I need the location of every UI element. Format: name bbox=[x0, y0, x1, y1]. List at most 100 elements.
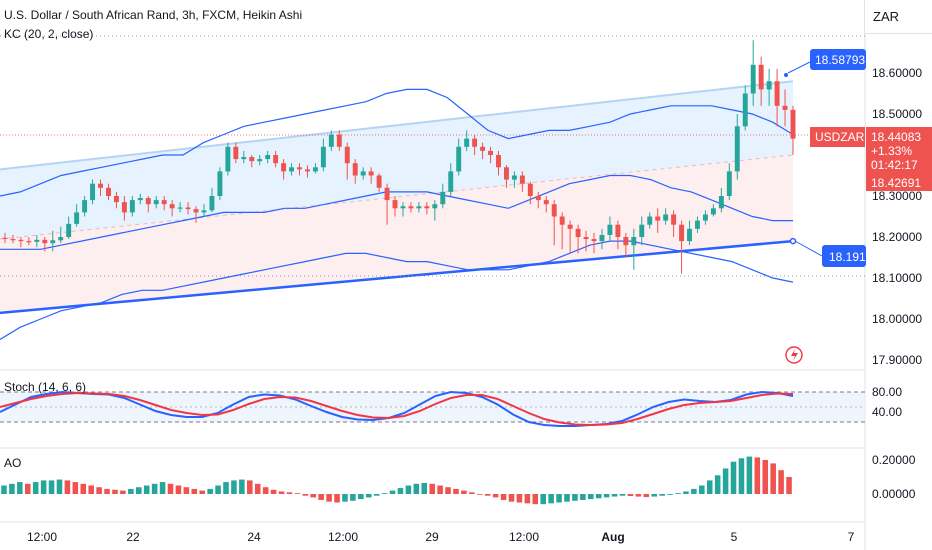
candle-body bbox=[304, 169, 310, 172]
chart-title: U.S. Dollar / South African Rand, 3h, FX… bbox=[4, 8, 303, 22]
ao-bar bbox=[738, 458, 745, 494]
candle-body bbox=[535, 196, 541, 201]
ao-bar bbox=[32, 482, 39, 494]
ao-bar bbox=[429, 483, 435, 494]
ao-bar bbox=[247, 480, 253, 494]
symbol-tag-bg bbox=[810, 127, 865, 147]
candle-body bbox=[408, 206, 414, 209]
candle-body bbox=[710, 208, 716, 215]
upper-tag-bg bbox=[810, 49, 866, 70]
candle-body bbox=[671, 214, 677, 225]
stoch-k-line bbox=[0, 390, 794, 427]
ao-bar bbox=[580, 494, 586, 500]
ao-indicator-label[interactable]: AO bbox=[4, 456, 22, 470]
candle-body bbox=[511, 175, 517, 180]
candle-body bbox=[575, 228, 581, 237]
ao-bar bbox=[389, 490, 396, 494]
last-price: 18.44083 bbox=[871, 130, 921, 144]
ao-bar bbox=[350, 494, 356, 501]
ao-bar bbox=[17, 482, 23, 494]
ao-bar bbox=[96, 487, 102, 494]
candle-body bbox=[42, 239, 48, 244]
candle-body bbox=[344, 146, 350, 164]
candle-body bbox=[639, 224, 645, 237]
price-axis-label: 18.00000 bbox=[872, 312, 922, 326]
candle-body bbox=[312, 167, 318, 172]
ao-bar bbox=[159, 482, 166, 494]
candle-body bbox=[257, 159, 263, 162]
candle-body bbox=[456, 146, 462, 172]
ao-bar bbox=[56, 479, 63, 494]
lightning-icon bbox=[785, 346, 803, 364]
ao-bar bbox=[476, 494, 483, 495]
candle-body bbox=[273, 155, 279, 164]
ao-bar bbox=[564, 494, 570, 502]
ao-bar bbox=[508, 494, 515, 502]
symbol-tag: USDZAR bbox=[815, 130, 865, 144]
kc-indicator-label[interactable]: KC (20, 2, close) bbox=[4, 27, 94, 41]
candle-body bbox=[695, 220, 700, 229]
candle-body bbox=[543, 200, 549, 205]
ao-bar bbox=[524, 494, 531, 504]
candle-body bbox=[50, 240, 56, 244]
lightning-icon-bolt bbox=[791, 349, 798, 361]
last-price-tag-bg bbox=[866, 127, 932, 191]
candle-body bbox=[750, 64, 756, 94]
ao-bar bbox=[484, 494, 491, 496]
trend-line-tag: 18.191 bbox=[829, 250, 866, 264]
time-axis-label: 12:00 bbox=[27, 530, 57, 544]
candle-body bbox=[440, 191, 446, 205]
ao-bar bbox=[175, 485, 182, 494]
ao-bar bbox=[167, 483, 174, 494]
ao-bar bbox=[675, 493, 681, 494]
candle-body bbox=[177, 207, 183, 209]
ao-bar bbox=[786, 477, 792, 494]
upper-tag-dot bbox=[784, 73, 788, 77]
time-axis-label: 12:00 bbox=[509, 530, 539, 544]
ao-bar bbox=[413, 483, 420, 494]
candle-body bbox=[392, 200, 398, 209]
ao-bar bbox=[9, 483, 15, 494]
ao-bar bbox=[342, 494, 348, 502]
candle-body bbox=[599, 234, 605, 242]
lower-tag-bg bbox=[822, 245, 866, 267]
candle-body bbox=[448, 171, 454, 192]
ao-bar bbox=[659, 494, 665, 496]
ao-bar bbox=[373, 494, 380, 496]
lower-tag-connector bbox=[794, 240, 823, 257]
ao-bar bbox=[302, 494, 309, 496]
candle-body bbox=[702, 214, 708, 221]
ao-bar bbox=[588, 494, 594, 500]
ao-bar bbox=[1, 485, 7, 494]
ao-bar bbox=[207, 488, 213, 494]
ao-bar bbox=[667, 494, 673, 495]
candle-body bbox=[58, 237, 64, 241]
ao-bar bbox=[294, 493, 301, 494]
candle-body bbox=[551, 204, 557, 217]
candle-body bbox=[281, 163, 287, 172]
ao-bar bbox=[651, 494, 658, 497]
candle-body bbox=[90, 183, 96, 201]
candle-body bbox=[82, 200, 88, 213]
candle-body bbox=[2, 237, 8, 240]
candle-body bbox=[742, 93, 748, 127]
candle-body bbox=[647, 216, 653, 225]
stoch-indicator-label[interactable]: Stoch (14, 6, 6) bbox=[4, 380, 87, 394]
ao-bar bbox=[453, 488, 459, 494]
currency-button[interactable]: ZAR bbox=[864, 0, 932, 34]
ao-bar bbox=[112, 489, 118, 494]
time-axis-label: 7 bbox=[848, 530, 855, 544]
candle-body bbox=[718, 196, 724, 209]
ao-bar bbox=[24, 483, 31, 494]
candle-body bbox=[328, 134, 334, 147]
candle-body bbox=[233, 146, 239, 160]
candle-body bbox=[169, 204, 175, 209]
candle-body bbox=[241, 157, 247, 160]
candle-body bbox=[113, 196, 119, 203]
ao-bar bbox=[318, 494, 324, 500]
candle-body bbox=[687, 228, 692, 242]
candle-body bbox=[766, 81, 772, 90]
candle-body bbox=[66, 223, 72, 237]
candle-body bbox=[225, 146, 231, 172]
